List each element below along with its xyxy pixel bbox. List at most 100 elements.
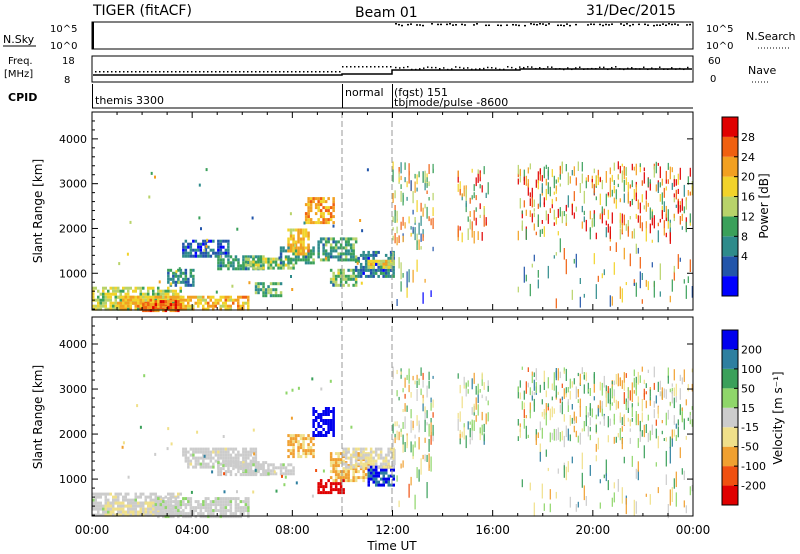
power-cell (267, 260, 270, 264)
velocity-point (170, 442, 173, 446)
velocity-cell (177, 495, 180, 499)
nave-sample (683, 68, 685, 71)
power-cell (184, 268, 188, 272)
power-streak (579, 296, 581, 308)
velocity-streak (569, 415, 571, 426)
power-cell (204, 251, 208, 255)
velocity-cell (244, 463, 248, 467)
power-cell (367, 268, 370, 272)
date-label: 31/Dec/2015 (586, 3, 676, 19)
nave-sample (283, 71, 285, 73)
power-cell (184, 248, 188, 252)
velocity-streak (459, 411, 461, 422)
nave-sample (471, 68, 473, 71)
power-cell (107, 298, 110, 302)
velocity-region-2 (154, 497, 250, 519)
power-scatter-region-2 (517, 161, 693, 244)
power-cell (114, 295, 117, 299)
nsky-sample (623, 24, 625, 27)
power-cell (329, 215, 333, 219)
power-cell (297, 258, 300, 262)
power-cell (127, 286, 130, 290)
velocity-cell (204, 447, 208, 451)
velocity-streak (400, 463, 402, 469)
power-cell (212, 239, 215, 243)
power-streak (563, 248, 565, 260)
velocity-scatter-region-2 (517, 366, 693, 450)
power-streak (400, 221, 402, 230)
power-cell (347, 240, 350, 244)
power-cell (139, 307, 142, 311)
power-streak (635, 243, 637, 254)
velocity-cell (242, 506, 245, 510)
power-streak (545, 178, 547, 186)
power-streak (599, 213, 601, 219)
velocity-streak (414, 441, 416, 448)
velocity-point (320, 387, 323, 391)
velocity-streak (599, 502, 601, 509)
power-cell (167, 300, 170, 304)
velocity-cell (142, 492, 145, 496)
power-streak (685, 285, 687, 299)
velocity-cell (94, 513, 97, 517)
power-streak (659, 166, 661, 179)
velocity-cell (134, 507, 137, 511)
velocity-streak (424, 406, 426, 415)
power-ytick-label: 3000 (59, 178, 87, 191)
velocity-streak (613, 389, 615, 397)
velocity-cell (229, 464, 233, 468)
power-streak (521, 220, 523, 231)
power-cell (344, 277, 348, 281)
power-cell (122, 307, 125, 311)
power-cell (292, 252, 295, 256)
power-point (247, 261, 250, 264)
velocity-cell (217, 450, 220, 454)
power-cell (302, 249, 305, 253)
power-cell (302, 252, 305, 256)
power-cell (102, 292, 105, 296)
power-cell (137, 301, 140, 305)
velocity-streak (416, 467, 418, 479)
power-cell (262, 282, 265, 286)
velocity-cell (289, 469, 293, 473)
velocity-cell (287, 449, 290, 453)
nave-sample (507, 66, 509, 68)
power-cell (219, 261, 223, 265)
nsky-sample (542, 23, 544, 25)
power-streak (577, 161, 579, 171)
velocity-streak (691, 419, 693, 427)
power-cell (157, 298, 160, 302)
velocity-streak (673, 478, 675, 489)
power-cell (194, 254, 198, 258)
velocity-cell (269, 469, 273, 473)
power-streak (483, 166, 485, 175)
velocity-cell (209, 509, 213, 513)
power-streak (603, 208, 605, 216)
nsky-sample (620, 23, 622, 25)
power-cell (152, 298, 155, 302)
power-streak (533, 208, 535, 212)
power-cell (174, 289, 177, 293)
power-streak (400, 262, 402, 280)
power-streak (619, 219, 621, 229)
velocity-cell (317, 422, 320, 425)
power-cell (157, 304, 160, 308)
power-streak (671, 279, 673, 292)
velocity-cell (284, 466, 288, 470)
power-cell (282, 246, 285, 250)
power-cell (244, 301, 247, 305)
power-cell (304, 215, 308, 219)
velocity-cell (149, 513, 152, 517)
velocity-cell (129, 510, 132, 514)
velocity-streak (629, 419, 631, 427)
velocity-streak (673, 387, 675, 397)
velocity-cell (332, 482, 335, 486)
velocity-cell (114, 498, 117, 502)
power-cell (184, 283, 188, 287)
nsky-trace (92, 22, 691, 49)
nsky-sample (539, 23, 541, 25)
velocity-streak (583, 421, 585, 432)
power-cell (219, 258, 223, 262)
power-cell (269, 266, 273, 270)
